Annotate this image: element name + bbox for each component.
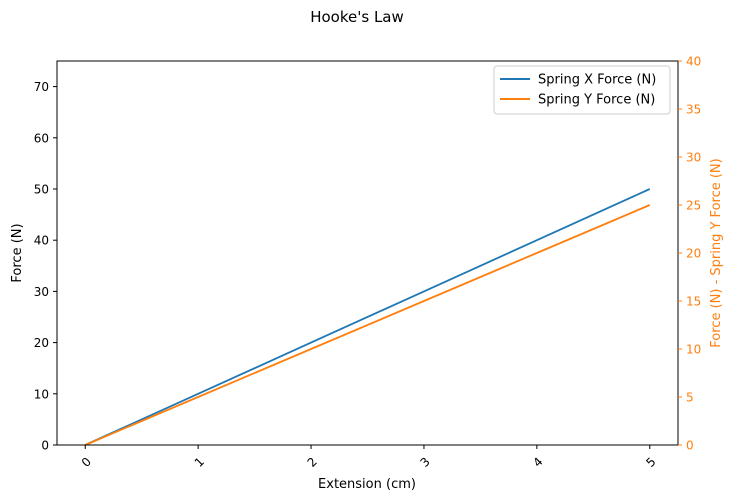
y2-tick-label: 20	[686, 247, 701, 261]
y-tick-label: 50	[34, 183, 49, 197]
y2-tick-label: 10	[686, 343, 701, 357]
series-layer	[85, 189, 650, 445]
y-tick-label: 60	[34, 131, 49, 145]
y2-tick-label: 25	[686, 199, 701, 213]
series-line-spring-y	[85, 205, 650, 445]
x-tick-label: 4	[530, 455, 545, 470]
legend-label-spring-x: Spring X Force (N)	[538, 73, 656, 88]
y2-tick-label: 15	[686, 295, 701, 309]
y-tick-label: 20	[34, 336, 49, 350]
y2-tick-label: 5	[686, 391, 694, 405]
y-tick-label: 30	[34, 285, 49, 299]
x-tick-label: 2	[305, 455, 320, 470]
x-tick-label: 3	[417, 455, 432, 470]
x-axis-label: Extension (cm)	[318, 477, 416, 492]
legend-label-spring-y: Spring Y Force (N)	[538, 93, 655, 108]
y2-tick-label: 40	[686, 55, 701, 69]
y-tick-label: 40	[34, 234, 49, 248]
plot-frame	[57, 61, 678, 445]
x-tick-label: 5	[643, 455, 658, 470]
y-tick-label: 0	[41, 439, 49, 453]
y2-tick-label: 35	[686, 103, 701, 117]
y-axis-label: Force (N)	[10, 223, 25, 282]
y2-axis-label: Force (N) - Spring Y Force (N)	[709, 158, 724, 347]
y2-tick-label: 0	[686, 439, 694, 453]
y-tick-label: 10	[34, 387, 49, 401]
y2-tick-label: 30	[686, 151, 701, 165]
chart-title: Hooke's Law	[310, 8, 404, 26]
y-tick-label: 70	[34, 80, 49, 94]
legend: Spring X Force (N) Spring Y Force (N)	[494, 66, 670, 114]
x-tick-label: 0	[79, 455, 94, 470]
x-tick-label: 1	[192, 455, 207, 470]
series-line-spring-x	[85, 189, 650, 445]
